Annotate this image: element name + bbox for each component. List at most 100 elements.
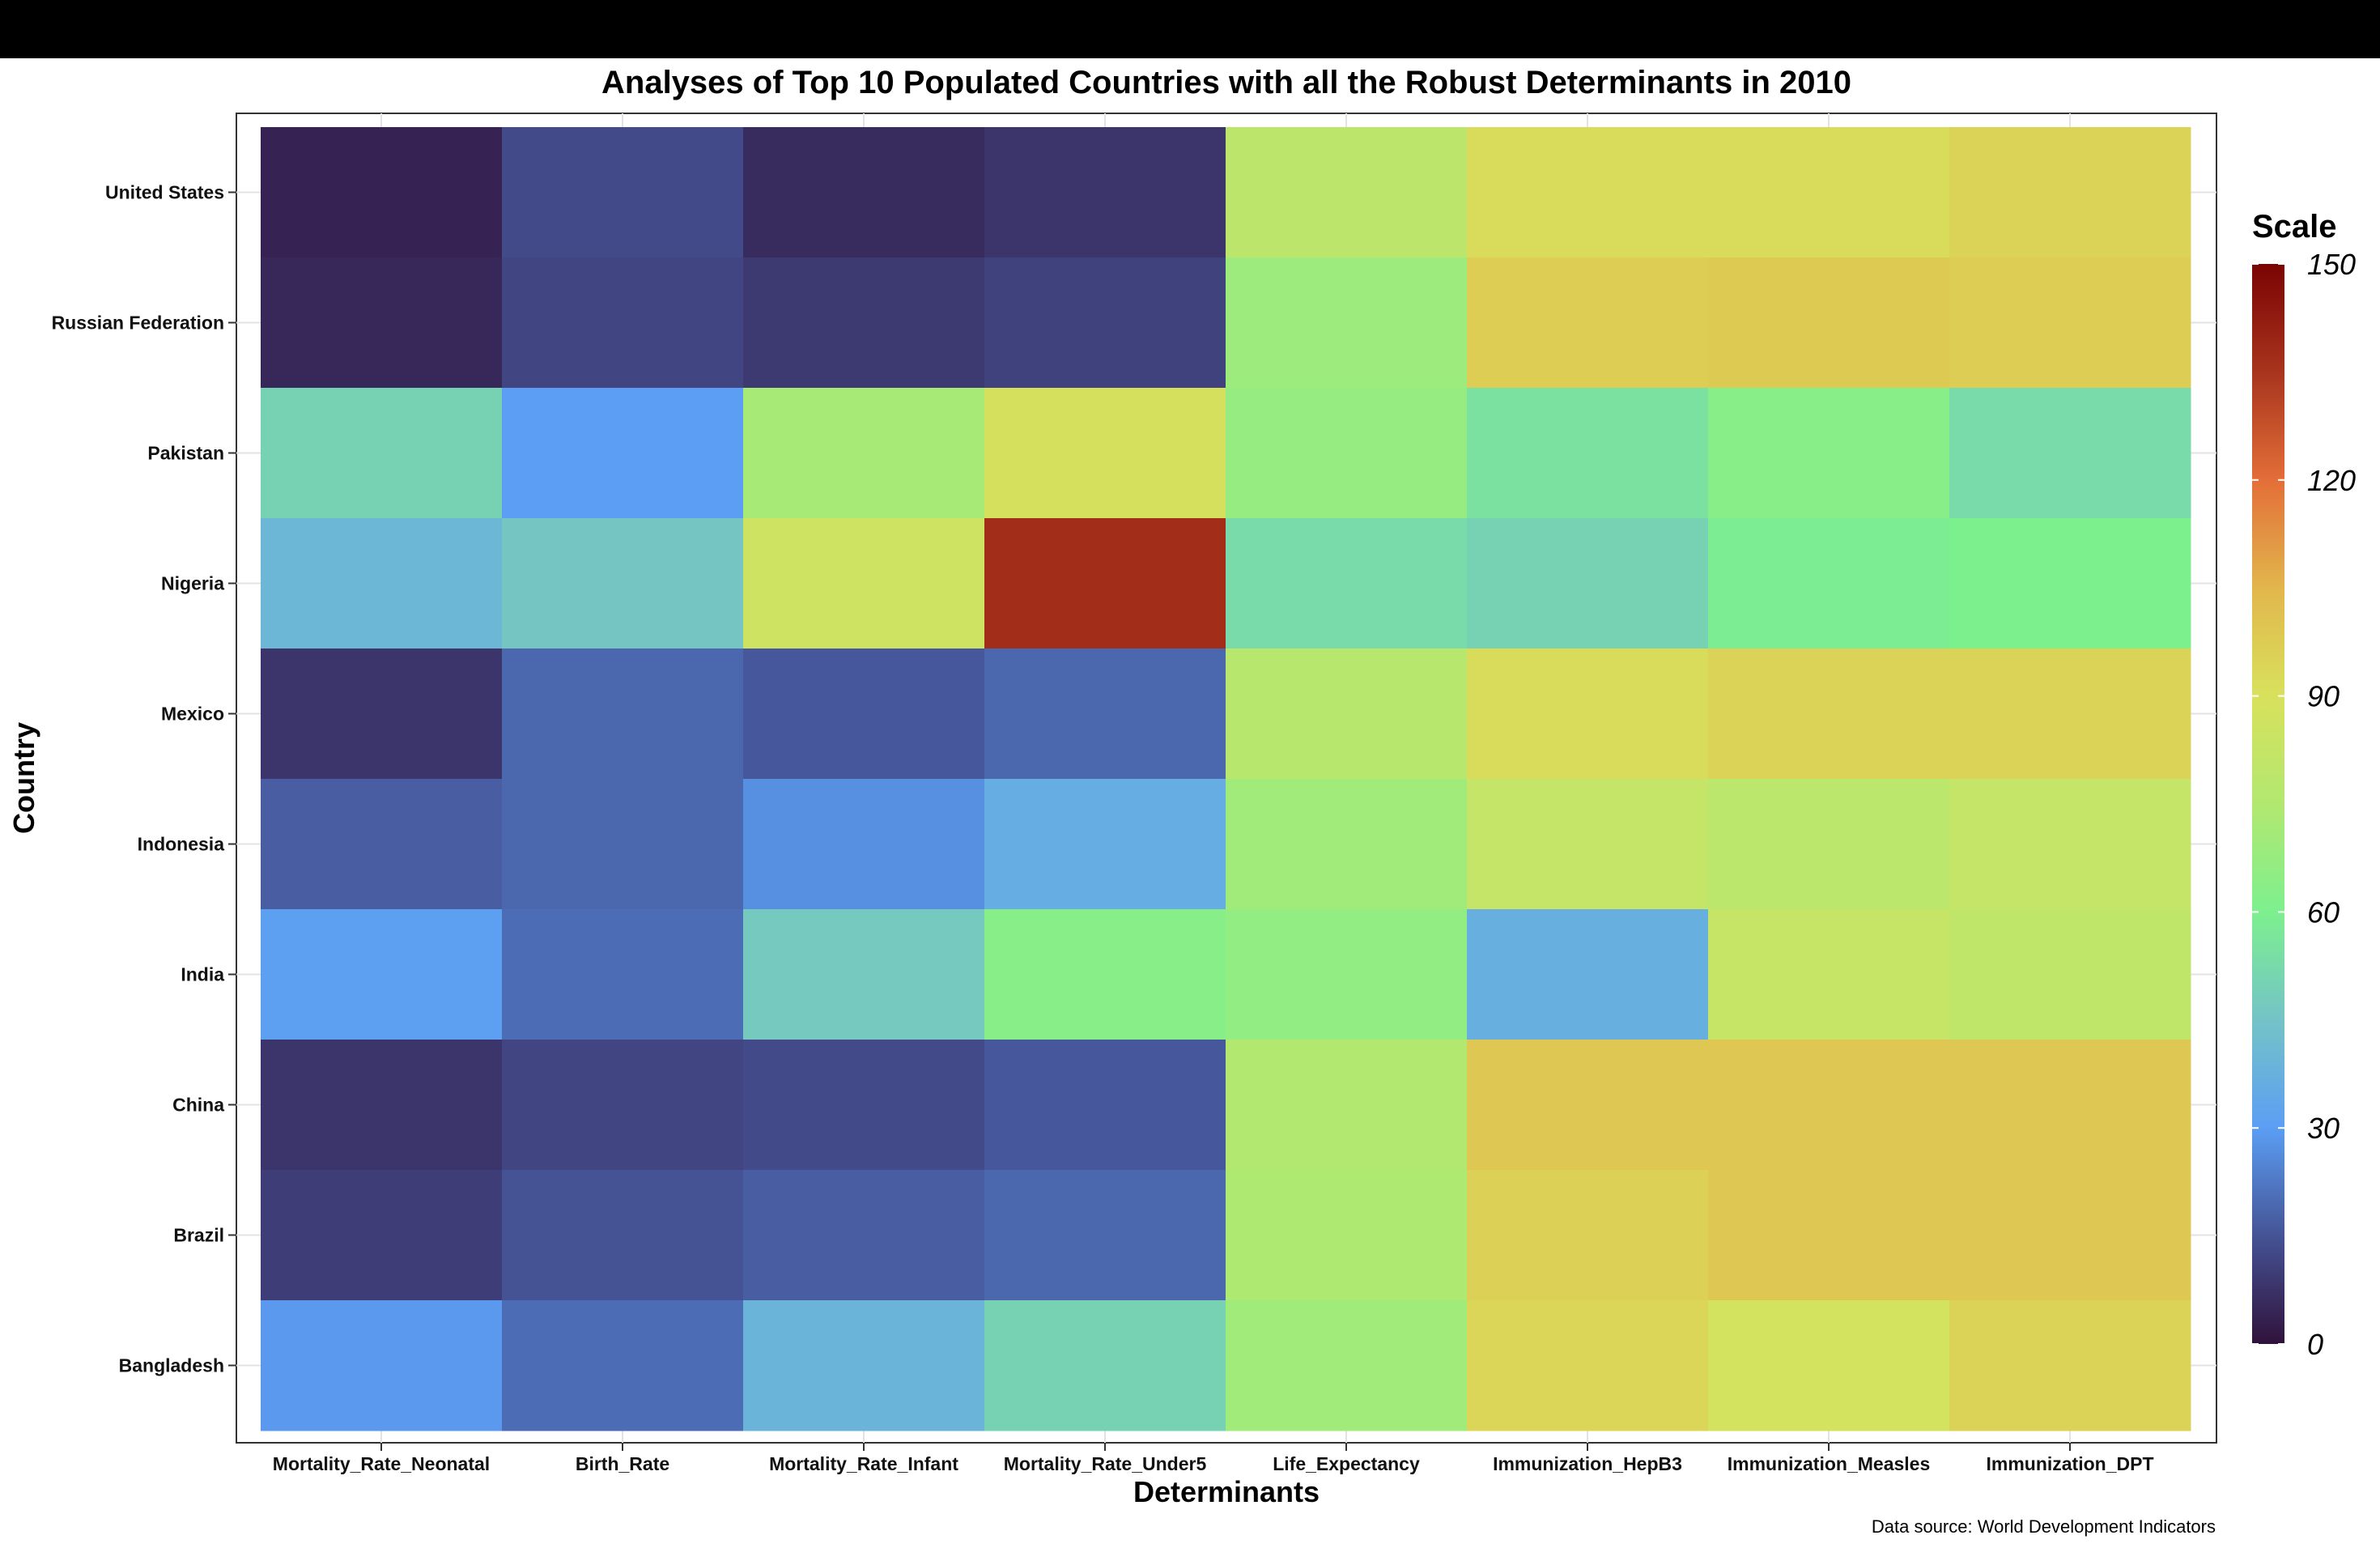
y-axis-ticks: United States Russian Federation Pakistan N… (52, 182, 236, 1376)
heatmap-cell (502, 1040, 744, 1171)
y-tick-label: Brazil (173, 1225, 224, 1246)
y-tick-label: United States (105, 182, 224, 203)
heatmap-cell (984, 649, 1226, 780)
heatmap-cell (1467, 779, 1709, 910)
heatmap-cells (261, 127, 2191, 1431)
heatmap-cell (984, 257, 1226, 389)
heatmap-cell (261, 388, 503, 519)
heatmap-cell (1708, 909, 1950, 1040)
y-tick-label: China (172, 1095, 224, 1116)
top-black-bar (0, 0, 2380, 58)
heatmap-cell (743, 909, 985, 1040)
heatmap-cell (261, 649, 503, 780)
legend-ticks: 0 30 60 90 120 150 (2252, 248, 2356, 1361)
heatmap-cell (1949, 909, 2191, 1040)
legend-tick-label: 150 (2307, 248, 2356, 281)
heatmap-cell (261, 1170, 503, 1301)
heatmap-cell (1708, 257, 1950, 389)
x-tick-label: Birth_Rate (576, 1453, 669, 1474)
heatmap-cell (1226, 1040, 1468, 1171)
legend-tick-label: 90 (2307, 680, 2340, 713)
chart-title: Analyses of Top 10 Populated Countries w… (601, 65, 1851, 100)
heatmap-cell (1467, 1300, 1709, 1431)
heatmap-cell (1949, 1300, 2191, 1431)
heatmap-cell (743, 1040, 985, 1171)
heatmap-cell (743, 779, 985, 910)
heatmap-cell (1467, 127, 1709, 258)
heatmap-cell (1226, 388, 1468, 519)
heatmap-cell (1226, 1300, 1468, 1431)
heatmap-cell (1467, 1040, 1709, 1171)
heatmap-cell (502, 388, 744, 519)
x-tick-label: Immunization_Measles (1728, 1453, 1931, 1474)
heatmap-cell (1467, 257, 1709, 389)
heatmap-cell (1467, 1170, 1709, 1301)
heatmap-cell (1708, 1170, 1950, 1301)
heatmap-cell (1949, 127, 2191, 258)
heatmap-cell (984, 388, 1226, 519)
legend-title: Scale (2252, 209, 2337, 245)
heatmap-cell (1467, 909, 1709, 1040)
heatmap-cell (743, 1170, 985, 1301)
heatmap-cell (984, 1300, 1226, 1431)
data-source-caption: Data source: World Development Indicator… (1872, 1516, 2216, 1537)
x-axis-title: Determinants (1133, 1475, 1320, 1508)
heatmap-cell (1226, 1170, 1468, 1301)
y-tick-label: Mexico (161, 704, 224, 725)
legend-tick-label: 0 (2307, 1328, 2323, 1361)
heatmap-cell (984, 127, 1226, 258)
heatmap-cell (984, 1040, 1226, 1171)
heatmap-cell (1226, 909, 1468, 1040)
heatmap-cell (261, 1300, 503, 1431)
legend-colorbar (2252, 264, 2284, 1344)
heatmap-cell (261, 779, 503, 910)
heatmap-cell (1708, 388, 1950, 519)
heatmap-cell (1708, 518, 1950, 649)
heatmap-cell (984, 1170, 1226, 1301)
y-tick-label: India (181, 964, 224, 985)
heatmap-cell (502, 518, 744, 649)
x-tick-label: Immunization_HepB3 (1493, 1453, 1682, 1474)
heatmap-cell (1467, 518, 1709, 649)
legend-tick-label: 30 (2307, 1112, 2340, 1145)
heatmap-cell (502, 909, 744, 1040)
heatmap-cell (1708, 649, 1950, 780)
heatmap-cell (261, 1040, 503, 1171)
heatmap-cell (261, 909, 503, 1040)
heatmap-cell (743, 518, 985, 649)
y-tick-label: Nigeria (161, 573, 224, 594)
heatmap-cell (261, 257, 503, 389)
heatmap-cell (1708, 779, 1950, 910)
heatmap-cell (261, 127, 503, 258)
heatmap-cell (502, 127, 744, 258)
x-tick-label: Life_Expectancy (1273, 1453, 1420, 1474)
heatmap-cell (1708, 127, 1950, 258)
heatmap-cell (984, 518, 1226, 649)
y-tick-label: Russian Federation (52, 313, 224, 334)
heatmap-cell (502, 779, 744, 910)
heatmap-cell (1949, 388, 2191, 519)
heatmap-cell (1949, 1040, 2191, 1171)
heatmap-cell (743, 1300, 985, 1431)
x-tick-label: Mortality_Rate_Infant (769, 1453, 958, 1474)
heatmap-cell (743, 388, 985, 519)
heatmap-cell (1708, 1300, 1950, 1431)
heatmap-cell (1226, 779, 1468, 910)
x-tick-label: Mortality_Rate_Neonatal (273, 1453, 490, 1474)
x-tick-label: Mortality_Rate_Under5 (1004, 1453, 1207, 1474)
heatmap-cell (984, 909, 1226, 1040)
x-tick-label: Immunization_DPT (1986, 1453, 2153, 1474)
heatmap-cell (261, 518, 503, 649)
heatmap-cell (1949, 779, 2191, 910)
heatmap-cell (743, 649, 985, 780)
heatmap-cell (1226, 518, 1468, 649)
y-tick-label: Bangladesh (119, 1355, 224, 1376)
legend-tick-label: 120 (2307, 464, 2356, 497)
heatmap-cell (502, 1170, 744, 1301)
heatmap-cell (1467, 649, 1709, 780)
y-tick-label: Indonesia (138, 834, 225, 855)
heatmap-cell (502, 1300, 744, 1431)
legend-tick-label: 60 (2307, 895, 2340, 929)
heatmap-cell (1467, 388, 1709, 519)
